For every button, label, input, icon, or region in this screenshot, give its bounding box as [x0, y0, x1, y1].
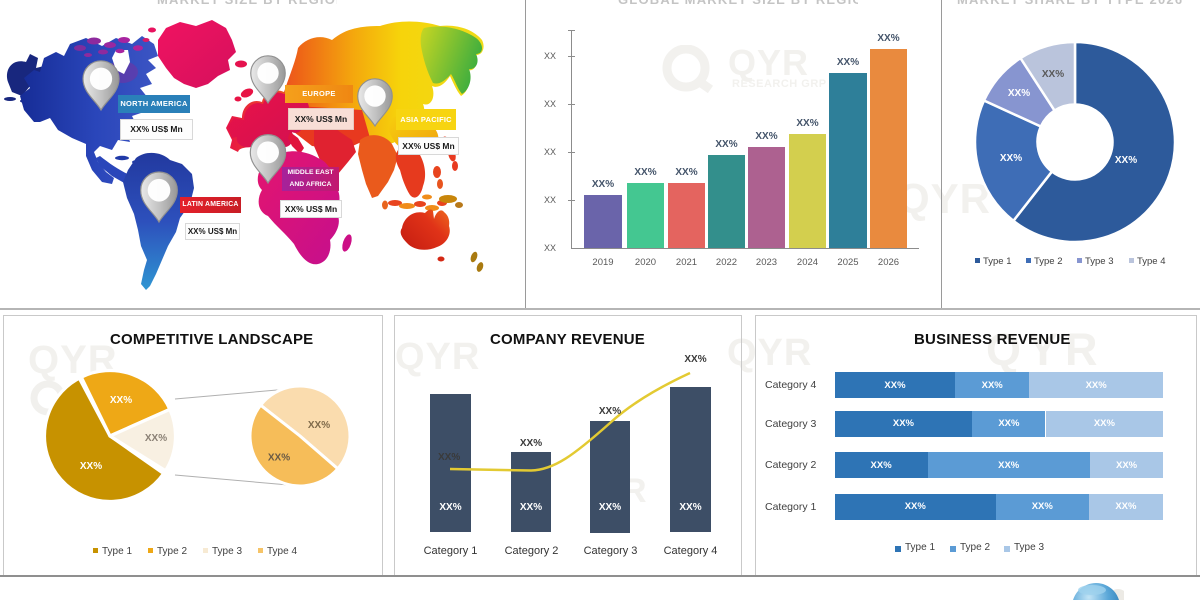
- svg-text:Type 3: Type 3: [1085, 256, 1114, 267]
- svg-text:Type 4: Type 4: [1137, 256, 1166, 267]
- svg-text:Type 1: Type 1: [102, 546, 132, 557]
- svg-text:Type 3: Type 3: [212, 546, 242, 557]
- svg-text:Type 4: Type 4: [267, 546, 297, 557]
- svg-text:XX%: XX%: [1042, 69, 1064, 80]
- svg-text:Type 1: Type 1: [983, 256, 1012, 267]
- svg-text:XX%: XX%: [1115, 155, 1137, 166]
- svg-text:Type 2: Type 2: [1034, 256, 1063, 267]
- svg-text:XX%: XX%: [1008, 88, 1030, 99]
- svg-text:XX%: XX%: [1000, 153, 1022, 164]
- svg-text:XX%: XX%: [145, 433, 167, 444]
- svg-text:Type 2: Type 2: [157, 546, 187, 557]
- svg-text:XX%: XX%: [268, 453, 290, 464]
- svg-text:XX%: XX%: [80, 461, 102, 472]
- svg-text:XX%: XX%: [308, 420, 330, 431]
- svg-text:XX%: XX%: [110, 395, 132, 406]
